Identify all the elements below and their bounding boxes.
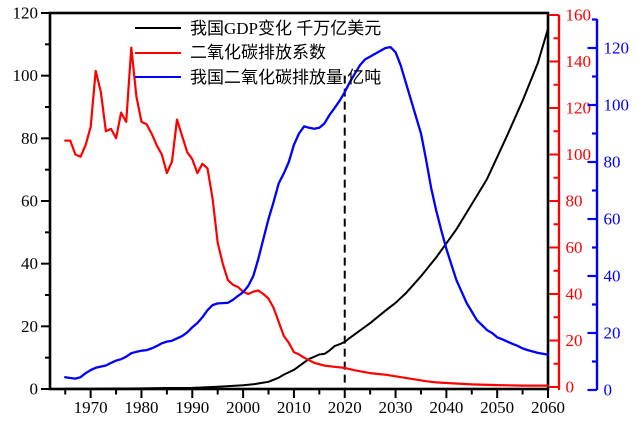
svg-text:140: 140 [566, 52, 592, 71]
right-red-axis: 0 20 40 60 80 100 120 140 160 [549, 6, 592, 397]
legend-label-gdp: 我国GDP变化 千万亿美元 [190, 18, 382, 38]
legend-line-sample-gdp [135, 27, 181, 30]
legend-item-emissions: 我国二氧化碳排放量 亿吨 [135, 65, 381, 90]
legend: 我国GDP变化 千万亿美元 二氧化碳排放系数 我国二氧化碳排放量 亿吨 [135, 16, 381, 90]
svg-text:60: 60 [21, 192, 38, 211]
left-y-axis: 0 20 40 60 80 100 120 [13, 4, 50, 399]
svg-text:100: 100 [604, 96, 630, 115]
svg-text:2010: 2010 [277, 398, 311, 417]
svg-text:2030: 2030 [379, 398, 413, 417]
svg-text:0: 0 [30, 380, 39, 399]
svg-text:20: 20 [604, 324, 621, 343]
svg-text:0: 0 [566, 378, 575, 397]
svg-text:20: 20 [21, 317, 38, 336]
svg-text:20: 20 [566, 331, 583, 350]
svg-text:80: 80 [566, 192, 583, 211]
x-axis: 1970 1980 1990 2000 2010 2020 2030 2040 2050 2060 [64, 389, 565, 417]
svg-text:120: 120 [604, 39, 630, 58]
svg-text:100: 100 [566, 145, 592, 164]
svg-text:2020: 2020 [328, 398, 362, 417]
svg-text:2000: 2000 [226, 398, 260, 417]
svg-text:0: 0 [604, 381, 613, 400]
svg-text:40: 40 [604, 267, 621, 286]
svg-text:60: 60 [604, 210, 621, 229]
legend-line-sample-emissions [135, 76, 181, 79]
svg-text:40: 40 [566, 285, 583, 304]
legend-item-gdp: 我国GDP变化 千万亿美元 [135, 16, 381, 41]
right-blue-axis: 0 20 40 60 80 100 120 [587, 18, 630, 400]
svg-text:80: 80 [604, 153, 621, 172]
series-line-2 [64, 45, 550, 380]
svg-text:120: 120 [566, 99, 592, 118]
svg-text:2060: 2060 [531, 398, 565, 417]
svg-text:40: 40 [21, 254, 38, 273]
legend-label-coefficient: 二氧化碳排放系数 [190, 43, 326, 63]
series-line-1 [64, 46, 550, 387]
svg-text:80: 80 [21, 129, 38, 148]
legend-label-emissions: 我国二氧化碳排放量 亿吨 [190, 67, 382, 87]
svg-text:1990: 1990 [175, 398, 209, 417]
legend-item-coefficient: 二氧化碳排放系数 [135, 41, 381, 66]
legend-line-sample-coefficient [135, 51, 181, 54]
svg-text:1970: 1970 [74, 398, 108, 417]
svg-text:2040: 2040 [429, 398, 463, 417]
svg-text:160: 160 [566, 6, 592, 25]
svg-text:100: 100 [13, 66, 39, 85]
series-line-0 [64, 27, 549, 390]
svg-text:2050: 2050 [480, 398, 514, 417]
svg-text:1980: 1980 [124, 398, 158, 417]
svg-text:120: 120 [13, 4, 39, 23]
svg-text:60: 60 [566, 238, 583, 257]
